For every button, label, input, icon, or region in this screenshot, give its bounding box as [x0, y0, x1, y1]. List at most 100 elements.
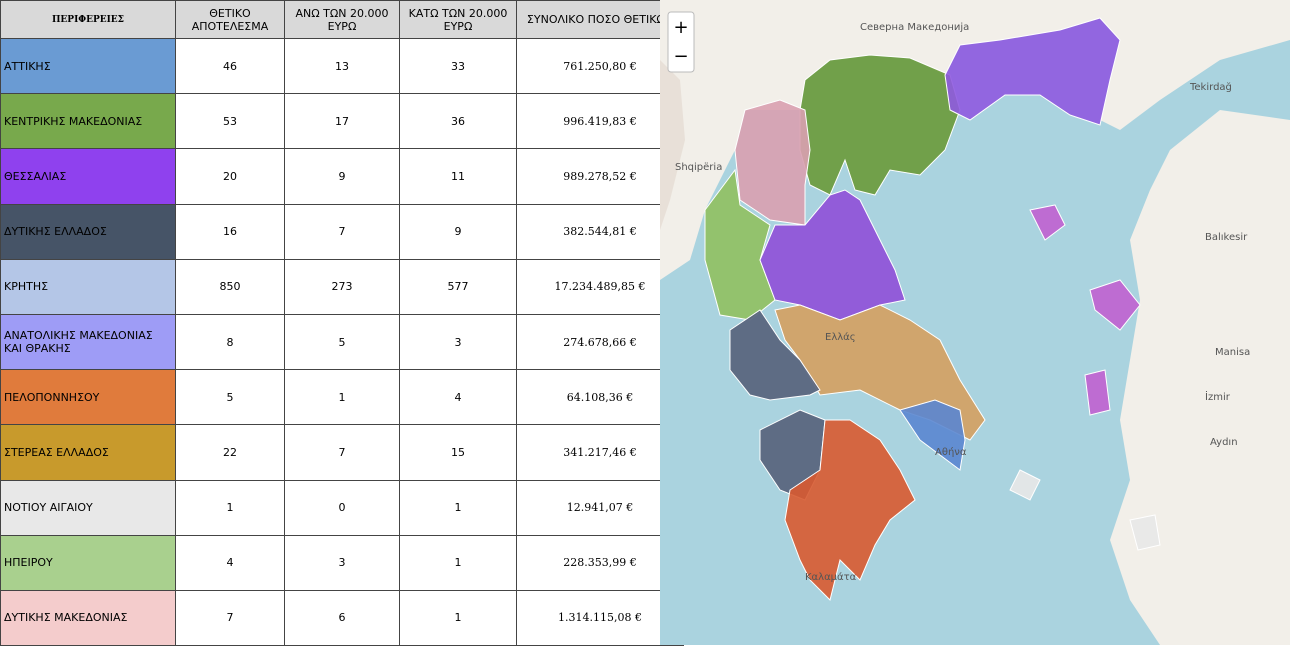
island-lemnos: [1029, 204, 1066, 241]
cell: 17.234.489,85 €: [516, 258, 684, 315]
table-row: ΑΝΑΤΟΛΙΚΗΣ ΜΑΚΕΔΟΝΙΑΣ ΚΑΙ ΘΡΑΚΗΣ 8 5 3 274.6…: [0, 313, 684, 371]
cell: 22: [175, 424, 285, 481]
cell: 4: [399, 369, 517, 426]
zoom-out[interactable]: −: [673, 46, 688, 67]
cell: 64.108,36 €: [516, 369, 684, 426]
cell: 7: [284, 424, 400, 481]
cell: 5: [175, 369, 285, 426]
cell: 850: [175, 258, 285, 315]
cell: 1: [284, 369, 400, 426]
place-label: Tekirdağ: [1189, 81, 1232, 93]
cell: 761.250,80 €: [516, 37, 684, 95]
cell: 1: [175, 479, 285, 536]
cell: 1: [399, 534, 517, 591]
column-header: ΠΕΡΙΦΕΡΕΙΕΣ: [0, 0, 176, 39]
zoom-control: [667, 11, 695, 73]
column-header: ΘΕΤΙΚΟ ΑΠΟΤΕΛΕΣΜΑ: [175, 0, 285, 39]
cell: 7: [284, 203, 400, 260]
table-row: ΔΥΤΙΚΗΣ ΕΛΛΑΔΟΣ 16 7 9 382.544,81 €: [0, 203, 684, 260]
cell: 273: [284, 258, 400, 315]
cell: 17: [284, 93, 400, 150]
cell: 4: [175, 534, 285, 591]
table-row: ΚΕΝΤΡΙΚΗΣ ΜΑΚΕΔΟΝΙΑΣ 53 17 36 996.419,83 €: [0, 93, 684, 150]
results-table: ΠΕΡΙΦΕΡΕΙΕΣ ΘΕΤΙΚΟ ΑΠΟΤΕΛΕΣΜΑ ΑΝΩ ΤΩΝ 20.0…: [0, 0, 684, 646]
region-peloponnese: [784, 419, 916, 601]
island-chios: [1084, 369, 1111, 416]
cell: 577: [399, 258, 517, 315]
cell: 989.278,52 €: [516, 148, 684, 205]
table-row: ΚΡΗΤΗΣ 850 273 577 17.234.489,85 €: [0, 258, 684, 315]
table-row: ΠΕΛΟΠΟΝΝΗΣΟΥ 5 1 4 64.108,36 €: [0, 369, 684, 426]
place-label: Ελλάς: [825, 331, 856, 343]
region-name: ΣΤΕΡΕΑΣ ΕΛΛΑΔΟΣ: [0, 424, 176, 481]
place-label: Αθήνα: [935, 446, 967, 458]
region-name: ΑΝΑΤΟΛΙΚΗΣ ΜΑΚΕΔΟΝΙΑΣ ΚΑΙ ΘΡΑΚΗΣ: [0, 313, 176, 371]
cell: 36: [399, 93, 517, 150]
cell: 0: [284, 479, 400, 536]
cell: 9: [284, 148, 400, 205]
table-row: ΣΤΕΡΕΑΣ ΕΛΛΑΔΟΣ 22 7 15 341.217,46 €: [0, 424, 684, 481]
cell: 5: [284, 313, 400, 371]
map-labels: Северна Македонија Shqipëria Ελλάς Αθήνα Καλ…: [675, 21, 1250, 583]
region-name: ΔΥΤΙΚΗΣ ΜΑΚΕΔΟΝΙΑΣ: [0, 589, 176, 646]
cell: 12.941,07 €: [516, 479, 684, 536]
region-east-macedonia: [944, 17, 1121, 126]
cell: 20: [175, 148, 285, 205]
place-label: İzmir: [1205, 390, 1231, 403]
cell: 9: [399, 203, 517, 260]
region-name: ΑΤΤΙΚΗΣ: [0, 37, 176, 95]
region-name: ΝΟΤΙΟΥ ΑΙΓΑΙΟΥ: [0, 479, 176, 536]
place-label: Manisa: [1215, 347, 1250, 358]
header-row: ΠΕΡΙΦΕΡΕΙΕΣ ΘΕΤΙΚΟ ΑΠΟΤΕΛΕΣΜΑ ΑΝΩ ΤΩΝ 20.0…: [0, 0, 684, 39]
cell: 3: [399, 313, 517, 371]
table-row: ΔΥΤΙΚΗΣ ΜΑΚΕΔΟΝΙΑΣ 7 6 1 1.314.115,08 €: [0, 589, 684, 646]
cell: 996.419,83 €: [516, 93, 684, 150]
cell: 228.353,99 €: [516, 534, 684, 591]
region-name: ΠΕΛΟΠΟΝΝΗΣΟΥ: [0, 369, 176, 426]
region-name: ΚΕΝΤΡΙΚΗΣ ΜΑΚΕΔΟΝΙΑΣ: [0, 93, 176, 150]
zoom-in[interactable]: +: [673, 17, 688, 38]
cell: 7: [175, 589, 285, 646]
cell: 15: [399, 424, 517, 481]
region-west-macedonia: [734, 99, 811, 226]
cell: 382.544,81 €: [516, 203, 684, 260]
cell: 274.678,66 €: [516, 313, 684, 371]
place-label: Balıkesir: [1205, 232, 1248, 243]
island-lesvos: [1089, 279, 1141, 331]
place-label: Καλαμάτα: [805, 571, 857, 583]
cell: 53: [175, 93, 285, 150]
cell: 13: [284, 37, 400, 95]
land-albania: [660, 60, 685, 230]
region-attica: [899, 399, 966, 471]
place-label: Северна Македонија: [860, 21, 969, 33]
cell: 11: [399, 148, 517, 205]
cell: 1.314.115,08 €: [516, 589, 684, 646]
table-row: ΑΤΤΙΚΗΣ 46 13 33 761.250,80 €: [0, 37, 684, 95]
region-name: ΘΕΣΣΑΛΙΑΣ: [0, 148, 176, 205]
cell: 341.217,46 €: [516, 424, 684, 481]
column-header: ΣΥΝΟΛΙΚΟ ΠΟΣΟ ΘΕΤΙΚΩΝ: [516, 0, 684, 39]
cell: 3: [284, 534, 400, 591]
cell: 16: [175, 203, 285, 260]
region-name: ΗΠΕΙΡΟΥ: [0, 534, 176, 591]
table-row: ΝΟΤΙΟΥ ΑΙΓΑΙΟΥ 1 0 1 12.941,07 €: [0, 479, 684, 536]
island-dodecanese: [1129, 514, 1161, 551]
cell: 1: [399, 589, 517, 646]
cell: 1: [399, 479, 517, 536]
region-name: ΚΡΗΤΗΣ: [0, 258, 176, 315]
island-cyclades: [1009, 469, 1041, 501]
place-label: Aydın: [1210, 437, 1238, 448]
cell: 46: [175, 37, 285, 95]
map: Северна Македонија Shqipëria Ελλάς Αθήνα Καλ…: [660, 0, 1290, 645]
table-row: ΗΠΕΙΡΟΥ 4 3 1 228.353,99 €: [0, 534, 684, 591]
land-turkey: [1110, 110, 1290, 645]
cell: 33: [399, 37, 517, 95]
cell: 8: [175, 313, 285, 371]
column-header: ΚΑΤΩ ΤΩΝ 20.000 ΕΥΡΩ: [399, 0, 517, 39]
place-label: Shqipëria: [675, 162, 722, 173]
cell: 6: [284, 589, 400, 646]
column-header: ΑΝΩ ΤΩΝ 20.000 ΕΥΡΩ: [284, 0, 400, 39]
region-name: ΔΥΤΙΚΗΣ ΕΛΛΑΔΟΣ: [0, 203, 176, 260]
table-row: ΘΕΣΣΑΛΙΑΣ 20 9 11 989.278,52 €: [0, 148, 684, 205]
